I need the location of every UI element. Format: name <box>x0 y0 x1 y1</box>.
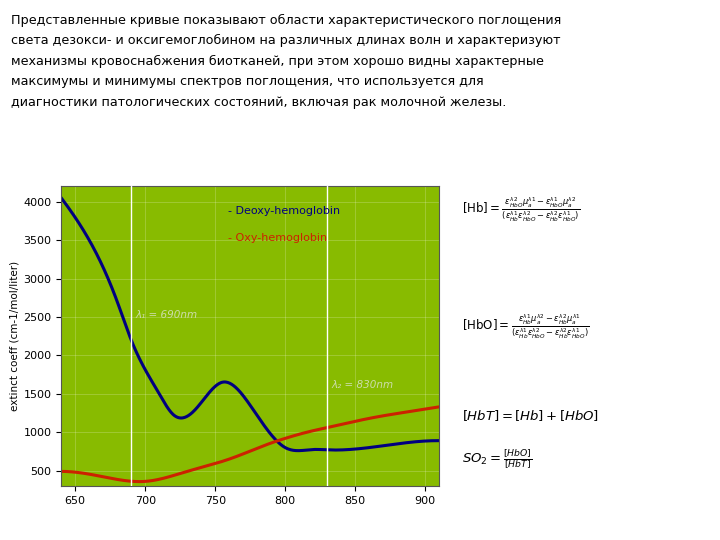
Y-axis label: extinct coeff (cm-1/mol/liter): extinct coeff (cm-1/mol/liter) <box>9 261 19 411</box>
Text: $[\mathrm{Hb}]=\frac{\varepsilon_{HbO}^{\lambda 2}\mu_a^{\lambda 1}-\varepsilon_: $[\mathrm{Hb}]=\frac{\varepsilon_{HbO}^{… <box>462 195 580 224</box>
Text: максимумы и минимумы спектров поглощения, что используется для: максимумы и минимумы спектров поглощения… <box>11 75 483 88</box>
Text: - Oxy-hemoglobin: - Oxy-hemoglobin <box>228 233 327 243</box>
Text: $[\mathrm{HbO}]=\frac{\varepsilon_{Hb}^{\lambda 1}\mu_a^{\lambda 2}-\varepsilon_: $[\mathrm{HbO}]=\frac{\varepsilon_{Hb}^{… <box>462 312 590 341</box>
Text: $SO_2=\frac{[HbO]}{[HbT]}$: $SO_2=\frac{[HbO]}{[HbT]}$ <box>462 447 533 471</box>
Text: λ₂ = 830nm: λ₂ = 830nm <box>331 380 394 390</box>
Text: света дезокси- и оксигемоглобином на различных длинах волн и характеризуют: света дезокси- и оксигемоглобином на раз… <box>11 34 560 47</box>
Text: Представленные кривые показывают области характеристического поглощения: Представленные кривые показывают области… <box>11 14 561 26</box>
Text: диагностики патологических состояний, включая рак молочной железы.: диагностики патологических состояний, вк… <box>11 96 506 109</box>
Text: $[HbT]=[Hb]+[HbO]$: $[HbT]=[Hb]+[HbO]$ <box>462 408 599 423</box>
Text: - Deoxy-hemoglobin: - Deoxy-hemoglobin <box>228 206 340 216</box>
Text: механизмы кровоснабжения биотканей, при этом хорошо видны характерные: механизмы кровоснабжения биотканей, при … <box>11 55 544 68</box>
Text: λ₁ = 690nm: λ₁ = 690nm <box>135 310 197 320</box>
